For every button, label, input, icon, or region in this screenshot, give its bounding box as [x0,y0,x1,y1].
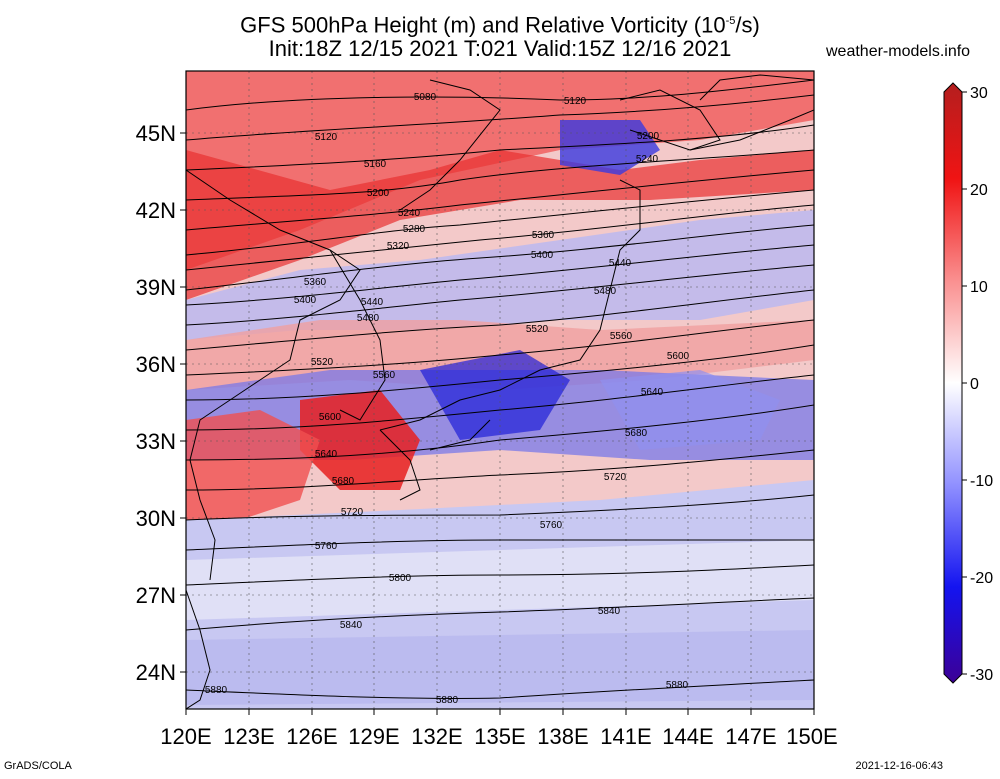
contour-label: 5880 [666,680,689,691]
contour-label: 5880 [205,685,228,696]
contour-label: 5800 [389,573,412,584]
axis-ticks [180,132,815,715]
footer-software-label: GrADS/COLA [4,760,72,772]
contour-label: 5240 [636,154,659,165]
contour-label: 5480 [594,286,617,297]
lat-label: 36N [136,352,176,377]
contour-label-group: 5080 5120 5120 5160 5200 5200 5240 5240 … [205,92,690,706]
footer-timestamp: 2021-12-16-06:43 [855,760,943,772]
contour-label: 5360 [304,277,327,288]
lon-labels: 120E 123E 126E 129E 132E 135E 138E 141E … [160,724,837,749]
contour-label: 5120 [315,132,338,143]
lon-label: 150E [786,724,837,749]
lon-label: 126E [286,724,337,749]
contour-label: 5080 [414,92,437,103]
contour-label: 5560 [610,331,633,342]
contour-label: 5640 [641,387,664,398]
lon-label: 120E [160,724,211,749]
colorbar-tick-label: 30 [970,85,988,102]
contour-label: 5840 [340,620,363,631]
contour-label: 5200 [367,188,390,199]
contour-label: 5440 [609,258,632,269]
lat-labels: 45N 42N 39N 36N 33N 30N 27N 24N [136,121,176,685]
lat-label: 42N [136,198,176,223]
lat-label: 24N [136,660,176,685]
colorbar-ticks: 30 20 10 0 -10 -20 -30 [970,85,993,684]
lon-label: 135E [474,724,525,749]
contour-label: 5720 [341,507,364,518]
lon-label: 123E [223,724,274,749]
contour-label: 5560 [373,370,396,381]
contour-label: 5640 [315,449,338,460]
lat-label: 33N [136,429,176,454]
lat-label: 39N [136,275,176,300]
contour-label: 5680 [332,476,355,487]
colorbar-bar [943,82,963,684]
height-contours [186,79,814,699]
contour-label: 5600 [319,412,342,423]
contour-label: 5840 [598,606,621,617]
contour-label: 5120 [564,96,587,107]
contour-label: 5440 [361,297,384,308]
colorbar: 30 20 10 0 -10 -20 -30 [943,82,993,684]
lat-label: 45N [136,121,176,146]
lon-label: 138E [537,724,588,749]
contour-label: 5320 [387,241,410,252]
brand-label: weather-models.info [826,43,971,60]
colorbar-tick-label: 10 [970,279,988,296]
map-title-line2: Init:18Z 12/15 2021 T:021 Valid:15Z 12/1… [268,36,732,61]
contour-label: 5360 [532,230,555,241]
contour-label: 5520 [311,357,334,368]
colorbar-tick-label: -30 [970,667,993,684]
contour-label: 5760 [540,520,563,531]
contour-label: 5400 [531,250,554,261]
lat-label: 27N [136,583,176,608]
lon-label: 129E [348,724,399,749]
contour-label: 5600 [667,351,690,362]
contour-label: 5160 [364,159,387,170]
lon-label: 144E [662,724,713,749]
contour-label: 5280 [403,224,426,235]
contour-label: 5720 [604,472,627,483]
colorbar-tick-label: 20 [970,182,988,199]
map-title-line1: GFS 500hPa Height (m) and Relative Vorti… [240,12,760,38]
lon-label: 132E [411,724,462,749]
colorbar-tick-label: 0 [970,376,979,393]
contour-label: 5200 [637,131,660,142]
contour-label: 5520 [526,324,549,335]
colorbar-tick-label: -20 [970,570,993,587]
lon-label: 147E [725,724,776,749]
contour-label: 5240 [398,208,421,219]
contour-label: 5880 [436,695,459,706]
contour-label: 5680 [625,428,648,439]
contour-label: 5480 [357,313,380,324]
lat-label: 30N [136,506,176,531]
colorbar-tick-label: -10 [970,473,993,490]
contour-label: 5400 [294,295,317,306]
contour-label: 5760 [315,541,338,552]
lon-label: 141E [600,724,651,749]
